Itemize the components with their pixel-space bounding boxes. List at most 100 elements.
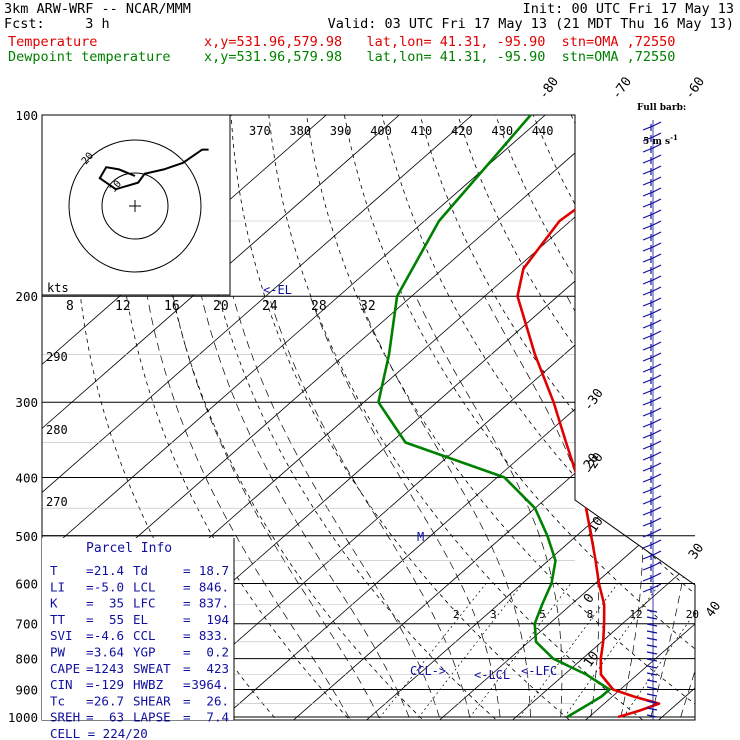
wind-barb-flag (652, 198, 662, 204)
parcel-value: -5.0 (94, 579, 124, 594)
hodograph-box (41, 114, 231, 296)
theta-side-label: 270 (46, 495, 68, 509)
dry-adiabat-line (722, 115, 740, 730)
parcel-key: SREH (50, 710, 80, 725)
temperature-legend-info: x,y=531.96,579.98 lat,lon= 41.31, -95.90… (204, 34, 676, 50)
dry-adiabat-line (192, 115, 508, 720)
mixing-ratio-label: 5 (539, 608, 546, 621)
isotherm-label: 0 (581, 591, 598, 606)
wind-barb-flag (652, 319, 662, 325)
wind-barb-flag (652, 275, 662, 281)
wind-barb-flag (652, 352, 662, 358)
parcel-key: CCL (133, 628, 156, 643)
parcel-key: K (50, 596, 58, 611)
parcel-value: 423 (206, 661, 229, 676)
isotherm-line (647, 115, 695, 720)
wind-barb-flag (652, 495, 662, 501)
parcel-key: TT (50, 612, 66, 627)
wind-barb (646, 609, 658, 613)
wind-barb-flag (652, 253, 662, 259)
wind-barb-flag (652, 550, 662, 556)
el-annotation: <-EL (263, 283, 292, 297)
parcel-key: CAPE (50, 661, 80, 676)
isotherm-line (42, 115, 400, 720)
mixing-ratio-line (370, 583, 487, 720)
parcel-value: 833. (199, 628, 229, 643)
dry-adiabat-line (570, 115, 695, 720)
wind-barb-flag (652, 484, 662, 490)
init-time: Init: 00 UTC Fri 17 May 13 (522, 1, 734, 17)
hodograph-speed-label: 24 (262, 299, 278, 314)
isotherm-line (42, 115, 473, 720)
parcel-eq: = (86, 563, 94, 578)
temperature-legend-label: Temperature (8, 34, 98, 50)
mixing-ratio-label: 8 (587, 608, 594, 621)
dry-adiabat-line (344, 115, 695, 720)
parcel-value: 7.4 (206, 710, 229, 725)
isotherm-line (282, 115, 695, 720)
wind-barb-flag (652, 132, 662, 138)
moist-adiabat-line (484, 296, 600, 720)
pressure-label: 700 (15, 617, 38, 632)
hodograph-speed-label: 16 (164, 299, 180, 314)
hodograph-speed-label: 12 (115, 299, 131, 314)
wind-barb (646, 651, 658, 655)
parcel-value: 1243 (94, 661, 124, 676)
wind-barb-flag (652, 209, 662, 215)
isotherm-label: -80 (536, 74, 562, 102)
parcel-eq: = (183, 579, 191, 594)
wind-barb (646, 700, 658, 704)
parcel-key: EL (133, 612, 148, 627)
hodograph-ring (101, 172, 169, 240)
temperature-trace (516, 115, 685, 719)
wind-barb-flag (652, 297, 662, 303)
theta-label: 430 (491, 124, 513, 138)
pressure-label: 1000 (8, 710, 38, 725)
pressure-label: 600 (15, 576, 38, 591)
dry-adiabat-line (608, 115, 695, 720)
theta-side-label: 280 (46, 423, 68, 437)
parcel-eq: = (86, 710, 94, 725)
dry-adiabat-line (306, 115, 695, 720)
wind-barb-flag (652, 407, 662, 413)
mixing-ratio-line (614, 583, 695, 720)
mixing-ratio-label: 2 (453, 608, 460, 621)
pressure-label: 300 (15, 395, 38, 410)
moist-adiabat-line (268, 296, 473, 720)
parcel-value: 26.7 (94, 693, 124, 708)
hodograph-speed-label: 8 (66, 299, 74, 314)
hodograph-kts-label: kts (47, 281, 69, 295)
parcel-info-box (42, 538, 234, 720)
wind-barb (646, 637, 658, 641)
parcel-value: 63 (109, 710, 124, 725)
wind-barb-flag (652, 539, 662, 545)
parcel-key: LAPSE (133, 710, 171, 725)
dry-adiabat-line (495, 115, 695, 720)
parcel-value: 846. (199, 579, 229, 594)
wind-barb-flag (652, 154, 662, 160)
hodograph-speed-label: 32 (360, 299, 376, 314)
isotherm-line (355, 115, 695, 720)
pressure-label: 900 (15, 682, 38, 697)
wind-barb-legend-value: 5 m s (643, 137, 671, 147)
parcel-value: 26. (206, 693, 229, 708)
wind-barb-legend-title: Full barb: (637, 103, 687, 113)
isotherm-label: 30 (686, 541, 707, 562)
wind-barb (646, 707, 658, 711)
wind-barb-flag (652, 286, 662, 292)
dry-adiabat-line (532, 115, 695, 720)
parcel-eq: = (183, 710, 191, 725)
parcel-key: SVI (50, 628, 73, 643)
parcel-eq: = (86, 661, 94, 676)
wind-barb-flag (652, 385, 662, 391)
wind-barb-flag (652, 231, 662, 237)
parcel-value: -4.6 (94, 628, 124, 643)
isotherm-line (428, 115, 695, 720)
isotherm-line (136, 115, 695, 720)
wind-barb-flag (652, 396, 662, 402)
wind-barb (646, 644, 658, 648)
theta-side-label: 290 (46, 350, 68, 364)
parcel-value: 3.64 (94, 645, 124, 660)
dewpoint-legend-label: Dewpoint temperature (8, 49, 171, 65)
